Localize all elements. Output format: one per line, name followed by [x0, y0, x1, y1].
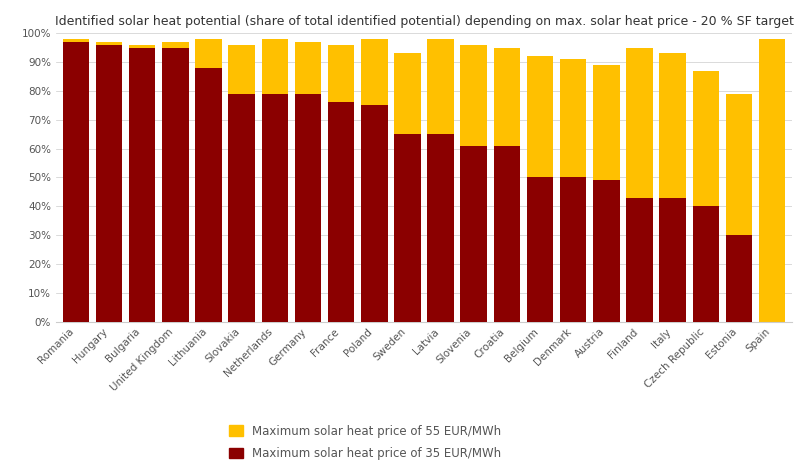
Bar	[726, 94, 752, 322]
Bar	[62, 42, 89, 322]
Bar	[461, 44, 487, 322]
Bar	[129, 48, 155, 322]
Bar	[659, 198, 686, 322]
Bar	[262, 94, 288, 322]
Bar	[593, 180, 620, 322]
Bar	[693, 206, 719, 322]
Bar	[626, 198, 653, 322]
Bar	[195, 39, 222, 322]
Bar	[262, 39, 288, 322]
Bar	[328, 44, 354, 322]
Bar	[62, 39, 89, 322]
Bar	[659, 53, 686, 322]
Bar	[626, 48, 653, 322]
Bar	[726, 235, 752, 322]
Bar	[294, 94, 322, 322]
Bar	[427, 134, 454, 322]
Bar	[693, 70, 719, 322]
Bar	[328, 102, 354, 322]
Bar	[494, 48, 520, 322]
Bar	[361, 39, 387, 322]
Bar	[560, 177, 586, 322]
Bar	[96, 42, 122, 322]
Bar	[394, 53, 421, 322]
Legend: Maximum solar heat price of 55 EUR/MWh, Maximum solar heat price of 35 EUR/MWh: Maximum solar heat price of 55 EUR/MWh, …	[224, 420, 506, 465]
Bar	[394, 134, 421, 322]
Bar	[560, 59, 586, 322]
Bar	[195, 68, 222, 322]
Bar	[96, 44, 122, 322]
Bar	[129, 44, 155, 322]
Bar	[427, 39, 454, 322]
Bar	[461, 146, 487, 322]
Bar	[526, 177, 554, 322]
Bar	[294, 42, 322, 322]
Bar	[759, 39, 786, 322]
Bar	[494, 146, 520, 322]
Bar	[361, 105, 387, 322]
Bar	[228, 44, 255, 322]
Title: Identified solar heat potential (share of total identified potential) depending : Identified solar heat potential (share o…	[54, 15, 794, 28]
Bar	[162, 48, 189, 322]
Bar	[593, 65, 620, 322]
Bar	[526, 56, 554, 322]
Bar	[228, 94, 255, 322]
Bar	[162, 42, 189, 322]
